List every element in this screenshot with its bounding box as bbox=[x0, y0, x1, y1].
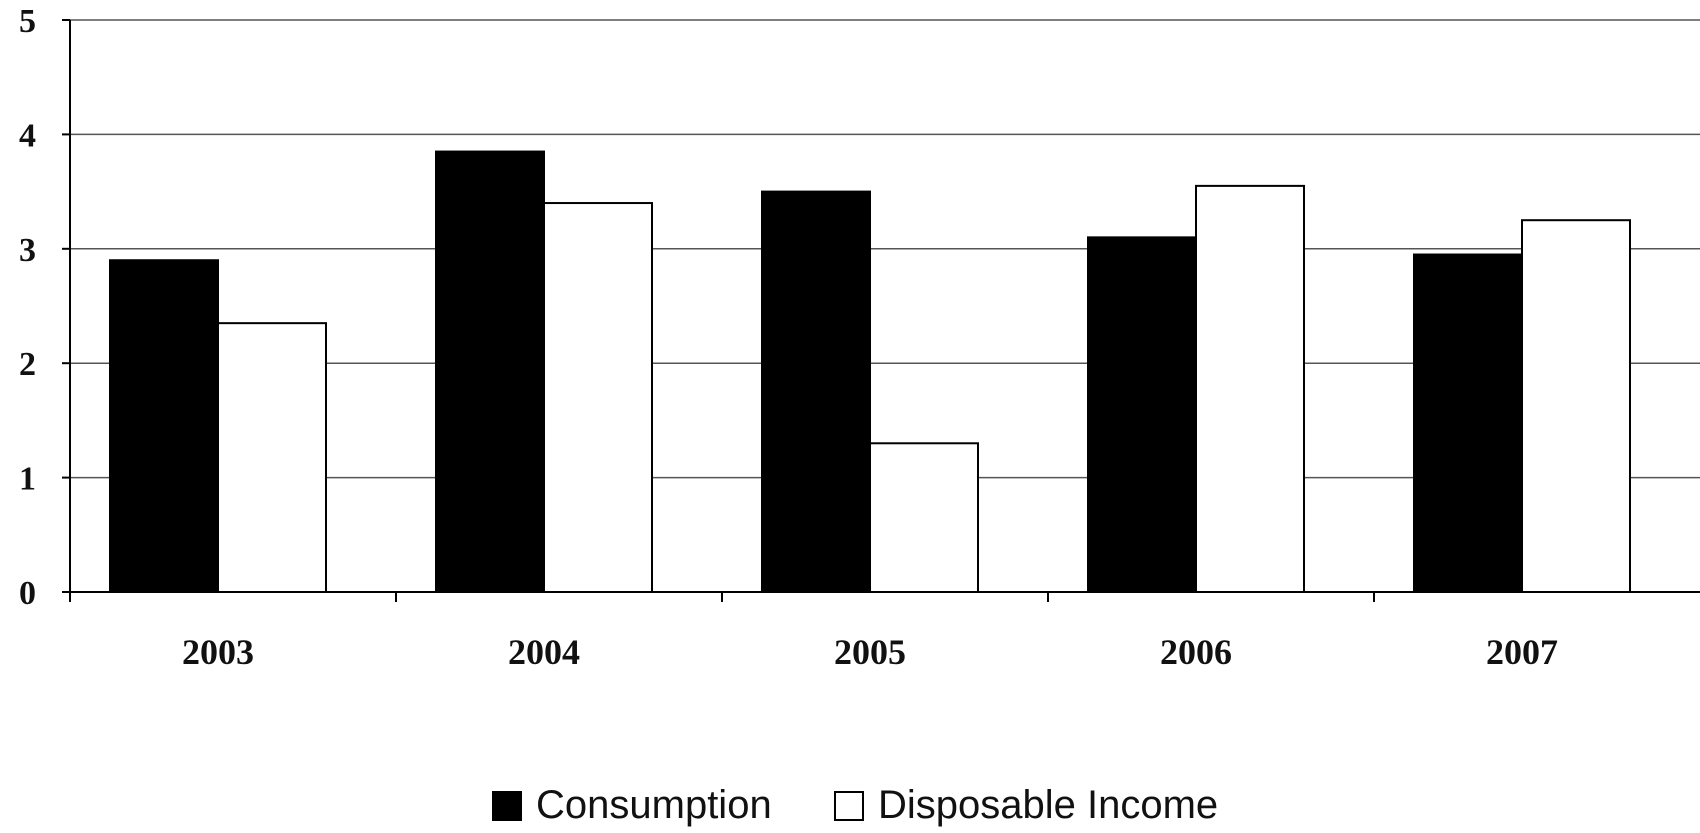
bar-disposable-income-2003 bbox=[217, 322, 327, 593]
x-tick-label-2004: 2004 bbox=[508, 632, 580, 672]
y-tick-label-3: 3 bbox=[19, 232, 36, 269]
bar-consumption-2005 bbox=[761, 190, 871, 593]
y-tick-label-2: 2 bbox=[19, 346, 36, 383]
legend: Consumption Disposable Income bbox=[492, 783, 1218, 827]
bar-consumption-2007 bbox=[1413, 253, 1523, 594]
legend-swatch-disposable-income bbox=[834, 791, 864, 821]
legend-label-consumption: Consumption bbox=[536, 783, 772, 827]
y-tick-label-4: 4 bbox=[19, 117, 36, 154]
legend-label-disposable-income: Disposable Income bbox=[878, 783, 1218, 827]
bars bbox=[109, 150, 1631, 594]
bar-disposable-income-2005 bbox=[869, 442, 979, 593]
y-tick-labels: 0 1 2 3 4 5 bbox=[19, 3, 36, 612]
x-tick-label-2005: 2005 bbox=[834, 632, 906, 672]
bar-disposable-income-2004 bbox=[543, 202, 653, 593]
y-tick-label-5: 5 bbox=[19, 3, 36, 40]
x-tick-label-2003: 2003 bbox=[182, 632, 254, 672]
x-tick-label-2006: 2006 bbox=[1160, 632, 1232, 672]
legend-swatch-consumption bbox=[492, 791, 522, 821]
bar-consumption-2004 bbox=[435, 150, 545, 593]
bar-consumption-2003 bbox=[109, 259, 219, 593]
x-tick-labels: 2003 2004 2005 2006 2007 bbox=[182, 632, 1558, 672]
y-tick-label-0: 0 bbox=[19, 575, 36, 612]
bar-disposable-income-2006 bbox=[1195, 184, 1305, 593]
axes bbox=[62, 19, 1700, 602]
y-tick-label-1: 1 bbox=[19, 461, 36, 498]
bar-consumption-2006 bbox=[1087, 236, 1197, 594]
bar-disposable-income-2007 bbox=[1521, 219, 1631, 593]
x-tick-label-2007: 2007 bbox=[1486, 632, 1558, 672]
